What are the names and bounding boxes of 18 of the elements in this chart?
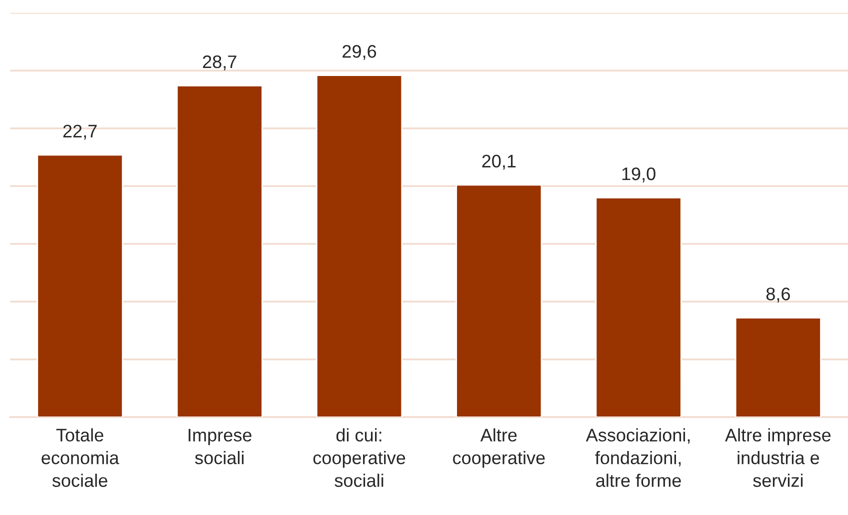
bar (456, 184, 542, 418)
data-label: 8,6 (766, 288, 790, 302)
bar (176, 84, 263, 418)
x-tick-label: Altre cooperative (453, 428, 545, 468)
data-label: 19,0 (622, 167, 656, 182)
x-tick-label: Totale economia sociale (42, 428, 120, 487)
x-tick-label: di cui: cooperative sociali (313, 428, 406, 487)
data-label: 28,7 (202, 55, 236, 70)
bar (36, 154, 124, 418)
x-tick-label: Associazioni, fondazioni, altre forme (586, 428, 690, 487)
x-tick-label: Altre imprese industria e servizi (725, 428, 831, 487)
data-label: 22,7 (63, 124, 97, 140)
bar (316, 74, 403, 418)
x-tick-label: Imprese sociali (188, 428, 252, 464)
data-label: 20,1 (482, 154, 516, 170)
bar (595, 196, 682, 418)
data-label: 29,6 (342, 45, 376, 60)
bar (734, 317, 822, 418)
